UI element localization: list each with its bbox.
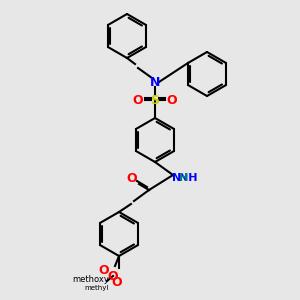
Text: N: N [172, 173, 182, 183]
Text: S: S [151, 94, 160, 106]
Text: O: O [99, 263, 109, 277]
Text: O: O [112, 275, 122, 289]
Text: methyl: methyl [85, 285, 109, 291]
Text: O: O [127, 172, 137, 185]
Text: N: N [150, 76, 160, 88]
Text: NH: NH [179, 173, 197, 183]
Text: H: H [179, 173, 189, 183]
Text: methoxy: methoxy [73, 275, 110, 284]
Text: O: O [167, 94, 177, 106]
Text: O: O [108, 269, 118, 283]
Text: O: O [133, 94, 143, 106]
